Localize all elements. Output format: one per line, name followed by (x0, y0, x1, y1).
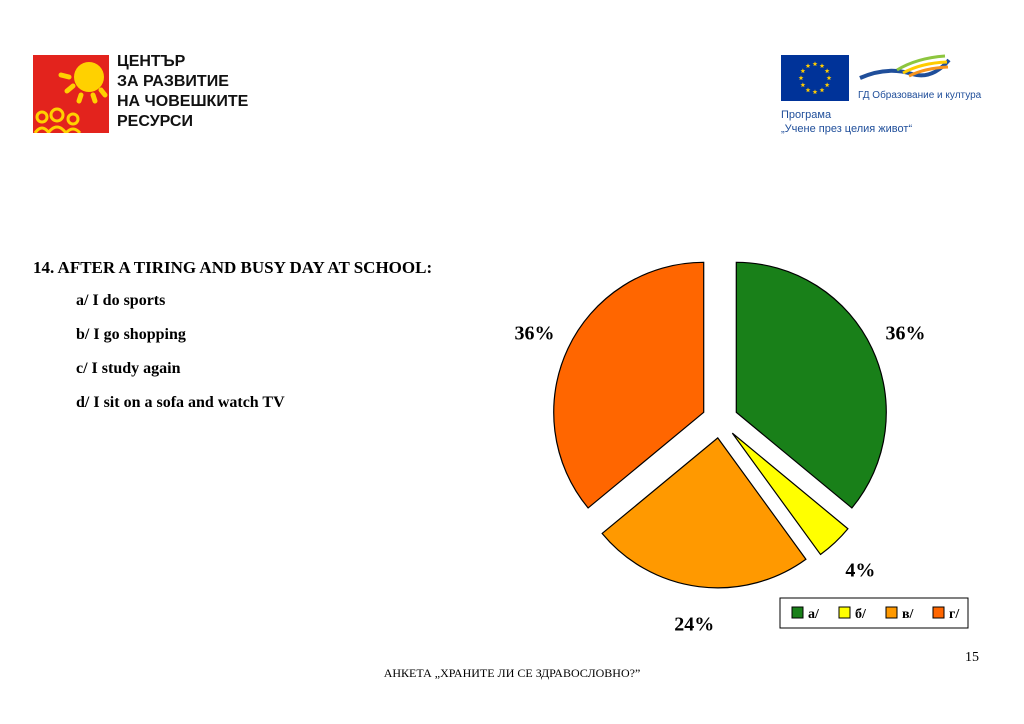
org-name-line: НА ЧОВЕШКИТЕ (117, 93, 249, 110)
survey-title: АНКЕТА „ХРАНИТЕ ЛИ СЕ ЗДРАВОСЛОВНО?” (383, 666, 641, 680)
eu-star-icon (819, 63, 825, 68)
organization-name: ЦЕНТЪР ЗА РАЗВИТИЕ НА ЧОВЕШКИТЕ РЕСУРСИ (117, 52, 248, 132)
pie-slice (553, 261, 705, 509)
eu-star-icon (800, 68, 806, 74)
eu-department-label: ГД Образование и култура (858, 90, 982, 101)
program-label: Програма „Учене през целия живот“ (781, 108, 912, 136)
pie-slice (601, 436, 807, 589)
eu-star-icon (824, 82, 830, 88)
eu-star-icon (826, 75, 832, 81)
eu-star-icon (805, 87, 811, 93)
pie-data-label: 36% (885, 323, 925, 345)
org-name-line: РЕСУРСИ (117, 113, 193, 130)
eu-flag-icon (781, 55, 849, 101)
eu-star-icon (800, 82, 806, 88)
eu-star-icon (819, 87, 825, 93)
pie-data-label: 4% (845, 559, 875, 581)
pie-slice (731, 432, 849, 556)
legend-swatch (791, 606, 804, 619)
hrdc-logo (33, 55, 109, 133)
org-name-line: ЗА РАЗВИТИЕ (117, 73, 229, 90)
answer-option: d/ I sit on a sofa and watch TV (76, 394, 285, 411)
legend-swatch (932, 606, 945, 619)
answer-options: a/ I do sports b/ I go shopping c/ I stu… (76, 292, 285, 428)
answer-option: b/ I go shopping (76, 326, 186, 343)
eu-star-icon (805, 63, 811, 68)
answer-option: a/ I do sports (76, 292, 166, 309)
eu-star-icon (812, 89, 818, 95)
pie-data-label: 24% (674, 613, 714, 635)
answer-option: c/ I study again (76, 360, 181, 377)
pie-slice (735, 261, 887, 509)
legend-swatch (838, 606, 851, 619)
question-title: 14. AFTER A TIRING AND BUSY DAY AT SCHOO… (33, 258, 433, 277)
lifelong-learning-swoosh-icon (859, 54, 951, 80)
program-line: „Учене през целия живот“ (781, 123, 913, 135)
eu-star-icon (824, 68, 830, 74)
legend-swatch (885, 606, 898, 619)
pie-chart: 36% 4% 24% 36% а/б/в/г/ (515, 261, 969, 635)
program-line: Програма (781, 109, 832, 121)
page-number: 15 (965, 650, 979, 665)
org-name-line: ЦЕНТЪР (117, 53, 186, 70)
eu-star-icon (798, 75, 804, 81)
legend-label: б/ (855, 607, 867, 622)
pie-data-label: 36% (515, 323, 555, 345)
legend-label: в/ (902, 607, 915, 622)
legend-label: а/ (808, 607, 820, 622)
eu-star-icon (812, 61, 818, 67)
legend-label: г/ (949, 607, 960, 622)
